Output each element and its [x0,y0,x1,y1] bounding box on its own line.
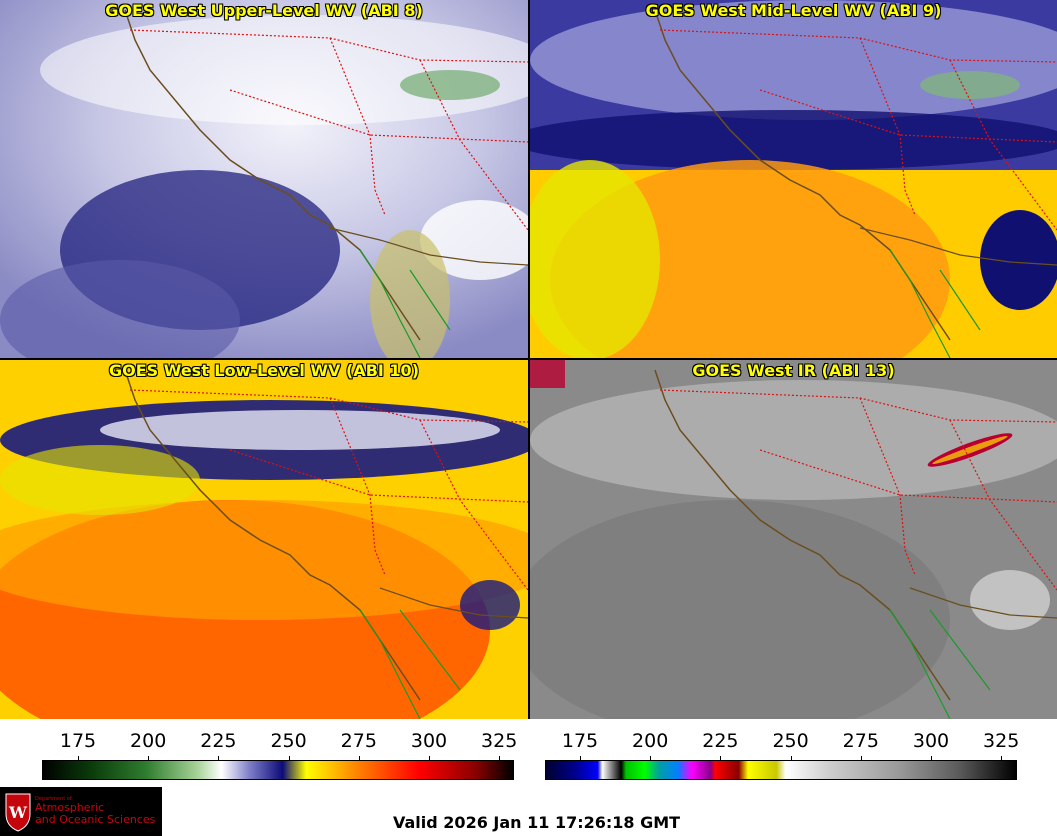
ir-tick [931,756,932,761]
panel-ir: GOES West IR (ABI 13) [530,360,1057,719]
wv-tick-label: 175 [59,730,97,752]
wv-tick-label: 325 [481,730,518,752]
upper-level-wv-image [0,0,528,358]
wv-tick-label: 300 [410,730,448,752]
panel-title-mid-level: GOES West Mid-Level WV (ABI 9) [645,1,942,20]
ir-tick-label: 250 [772,730,809,752]
ir-tick-label: 325 [983,730,1020,752]
ir-tick-label: 275 [842,730,879,752]
aos-logo: W Department of Atmospheric and Oceanic … [0,787,162,836]
panel-title-upper-level: GOES West Upper-Level WV (ABI 8) [105,1,423,20]
ir-colorbar [545,760,1017,780]
wv-tick [358,756,360,761]
svg-text:W: W [8,803,28,822]
ir-tick-label: 225 [702,730,739,752]
ir-tick-label: 200 [632,730,669,752]
low-level-wv-image [0,360,528,719]
wv-tick [78,756,79,761]
wv-tick [148,756,150,761]
logo-line-1: Department of [35,796,72,802]
ir-image [530,360,1057,719]
uw-crest-icon: W [5,793,31,832]
wv-tick-label: 250 [270,730,307,752]
ir-tick [790,756,792,761]
ir-tick-label: 175 [561,730,599,752]
horizontal-divider [0,358,1057,360]
wv-tick-label: 275 [340,730,377,752]
logo-line-2: Atmospheric [35,801,105,814]
panel-low-level-wv: GOES West Low-Level WV (ABI 10) [0,360,528,719]
panel-title-ir: GOES West IR (ABI 13) [692,361,895,380]
ir-tick [580,756,581,761]
wv-tick [288,756,290,761]
ir-tick [720,756,722,761]
mid-level-wv-image [530,0,1057,358]
logo-line-3: and Oceanic Sciences [35,813,156,826]
ir-tick [650,756,652,761]
ir-tick [860,756,862,761]
wv-tick-label: 200 [130,730,167,752]
wv-tick-label: 225 [200,730,237,752]
ir-tick [1001,756,1003,761]
ir-tick-label: 300 [912,730,950,752]
wv-tick [429,756,430,761]
wv-tick [499,756,501,761]
wv-tick [218,756,220,761]
panel-title-low-level: GOES West Low-Level WV (ABI 10) [108,361,419,380]
panel-upper-level-wv: GOES West Upper-Level WV (ABI 8) [0,0,528,358]
valid-time: Valid 2026 Jan 11 17:26:18 GMT [393,813,681,832]
wv-colorbar [42,760,514,780]
panel-mid-level-wv: GOES West Mid-Level WV (ABI 9) [530,0,1057,358]
